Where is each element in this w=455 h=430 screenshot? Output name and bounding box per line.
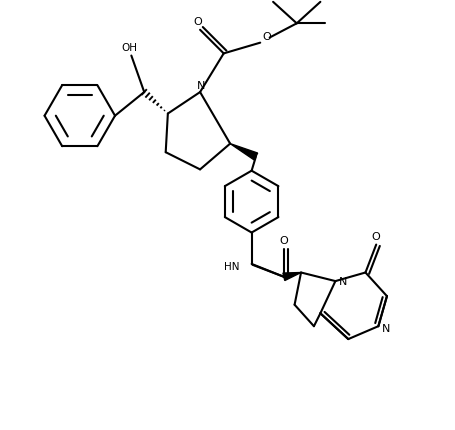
Text: N: N [381,324,389,334]
Polygon shape [230,144,257,160]
Polygon shape [282,273,300,281]
Text: O: O [262,31,271,41]
Text: HN: HN [223,261,239,271]
Text: N: N [338,276,346,286]
Text: O: O [279,236,288,246]
Text: O: O [193,17,202,27]
Text: O: O [371,232,380,242]
Text: OH: OH [121,43,137,53]
Text: N: N [196,81,205,91]
